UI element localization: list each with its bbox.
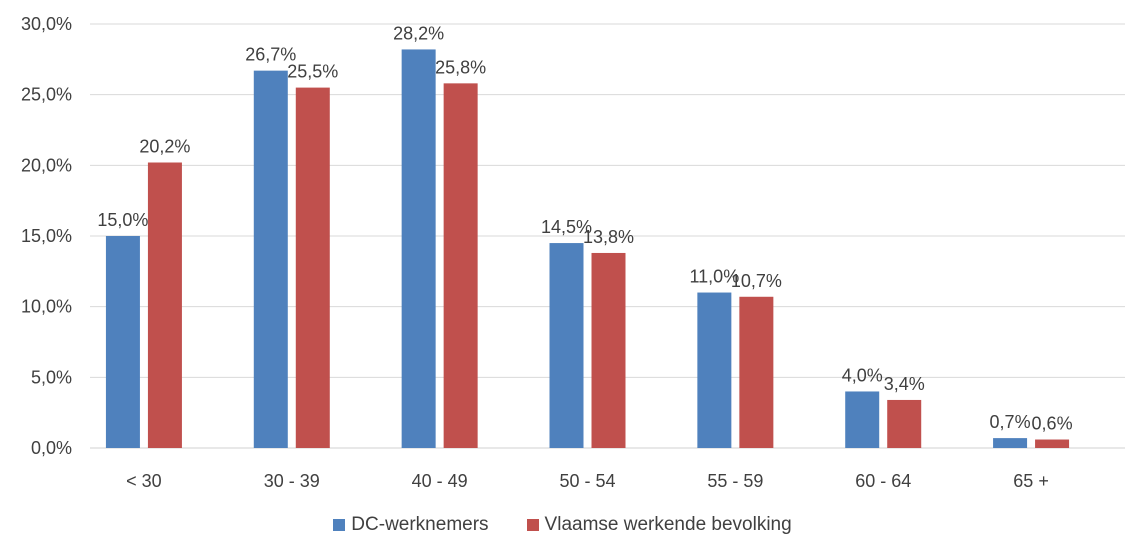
- data-label: 11,0%: [690, 267, 740, 287]
- data-label: 15,0%: [97, 210, 148, 230]
- data-label: 13,8%: [583, 227, 634, 247]
- bar-dc-werknemers: [993, 438, 1028, 448]
- bar-dc-werknemers: [401, 49, 436, 448]
- bar-dc-werknemers: [845, 391, 880, 448]
- data-label: 25,5%: [287, 62, 338, 82]
- x-tick-label: < 30: [126, 471, 162, 491]
- data-label: 0,6%: [1032, 414, 1073, 434]
- x-tick-label: 65 +: [1013, 471, 1049, 491]
- legend-item-vlaamse-werkende-bevolking: Vlaamse werkende bevolking: [526, 514, 792, 536]
- y-tick-label: 25,0%: [21, 85, 72, 105]
- data-label: 14,5%: [541, 217, 592, 237]
- data-label: 10,7%: [731, 271, 782, 291]
- data-label: 3,4%: [884, 374, 925, 394]
- x-tick-label: 30 - 39: [264, 471, 320, 491]
- bar-vlaamse: [739, 296, 774, 448]
- bar-vlaamse: [443, 83, 478, 449]
- x-tick-label: 55 - 59: [707, 471, 763, 491]
- y-tick-label: 5,0%: [31, 367, 72, 387]
- y-tick-label: 20,0%: [21, 155, 72, 175]
- legend-item-dc-werknemers: DC-werknemers: [333, 514, 489, 536]
- y-tick-label: 0,0%: [31, 438, 72, 458]
- data-label: 20,2%: [139, 137, 190, 157]
- legend-swatch-dc-werknemers: [333, 519, 346, 531]
- bar-vlaamse: [147, 162, 182, 449]
- y-tick-label: 15,0%: [21, 226, 72, 246]
- x-tick-label: 50 - 54: [559, 471, 615, 491]
- y-tick-label: 10,0%: [21, 297, 72, 317]
- legend-label-dc-werknemers: DC-werknemers: [351, 514, 489, 535]
- bar-dc-werknemers: [105, 236, 140, 448]
- bar-dc-werknemers: [549, 243, 584, 448]
- bar-dc-werknemers: [253, 70, 288, 448]
- bar-vlaamse: [887, 399, 922, 448]
- bar-vlaamse: [1035, 439, 1070, 448]
- bar-vlaamse: [591, 252, 626, 448]
- data-label: 4,0%: [842, 365, 883, 385]
- legend-swatch-vlaamse: [526, 519, 539, 531]
- bar-chart: 0,0% 5,0% 10,0% 15,0% 20,0% 25,0% 30,0% 15,0% 20…: [21, 14, 1125, 491]
- legend: DC-werknemers Vlaamse werkende bevolking: [0, 514, 1125, 536]
- y-tick-label: 30,0%: [21, 14, 72, 34]
- data-label: 28,2%: [393, 23, 444, 43]
- x-tick-label: 40 - 49: [412, 471, 468, 491]
- bar-vlaamse: [295, 87, 330, 448]
- legend-label-vlaamse: Vlaamse werkende bevolking: [544, 514, 792, 535]
- data-label: 0,7%: [990, 412, 1031, 432]
- data-label: 26,7%: [245, 45, 296, 65]
- bar-dc-werknemers: [697, 292, 732, 448]
- data-label: 25,8%: [435, 57, 486, 77]
- x-tick-label: 60 - 64: [855, 471, 911, 491]
